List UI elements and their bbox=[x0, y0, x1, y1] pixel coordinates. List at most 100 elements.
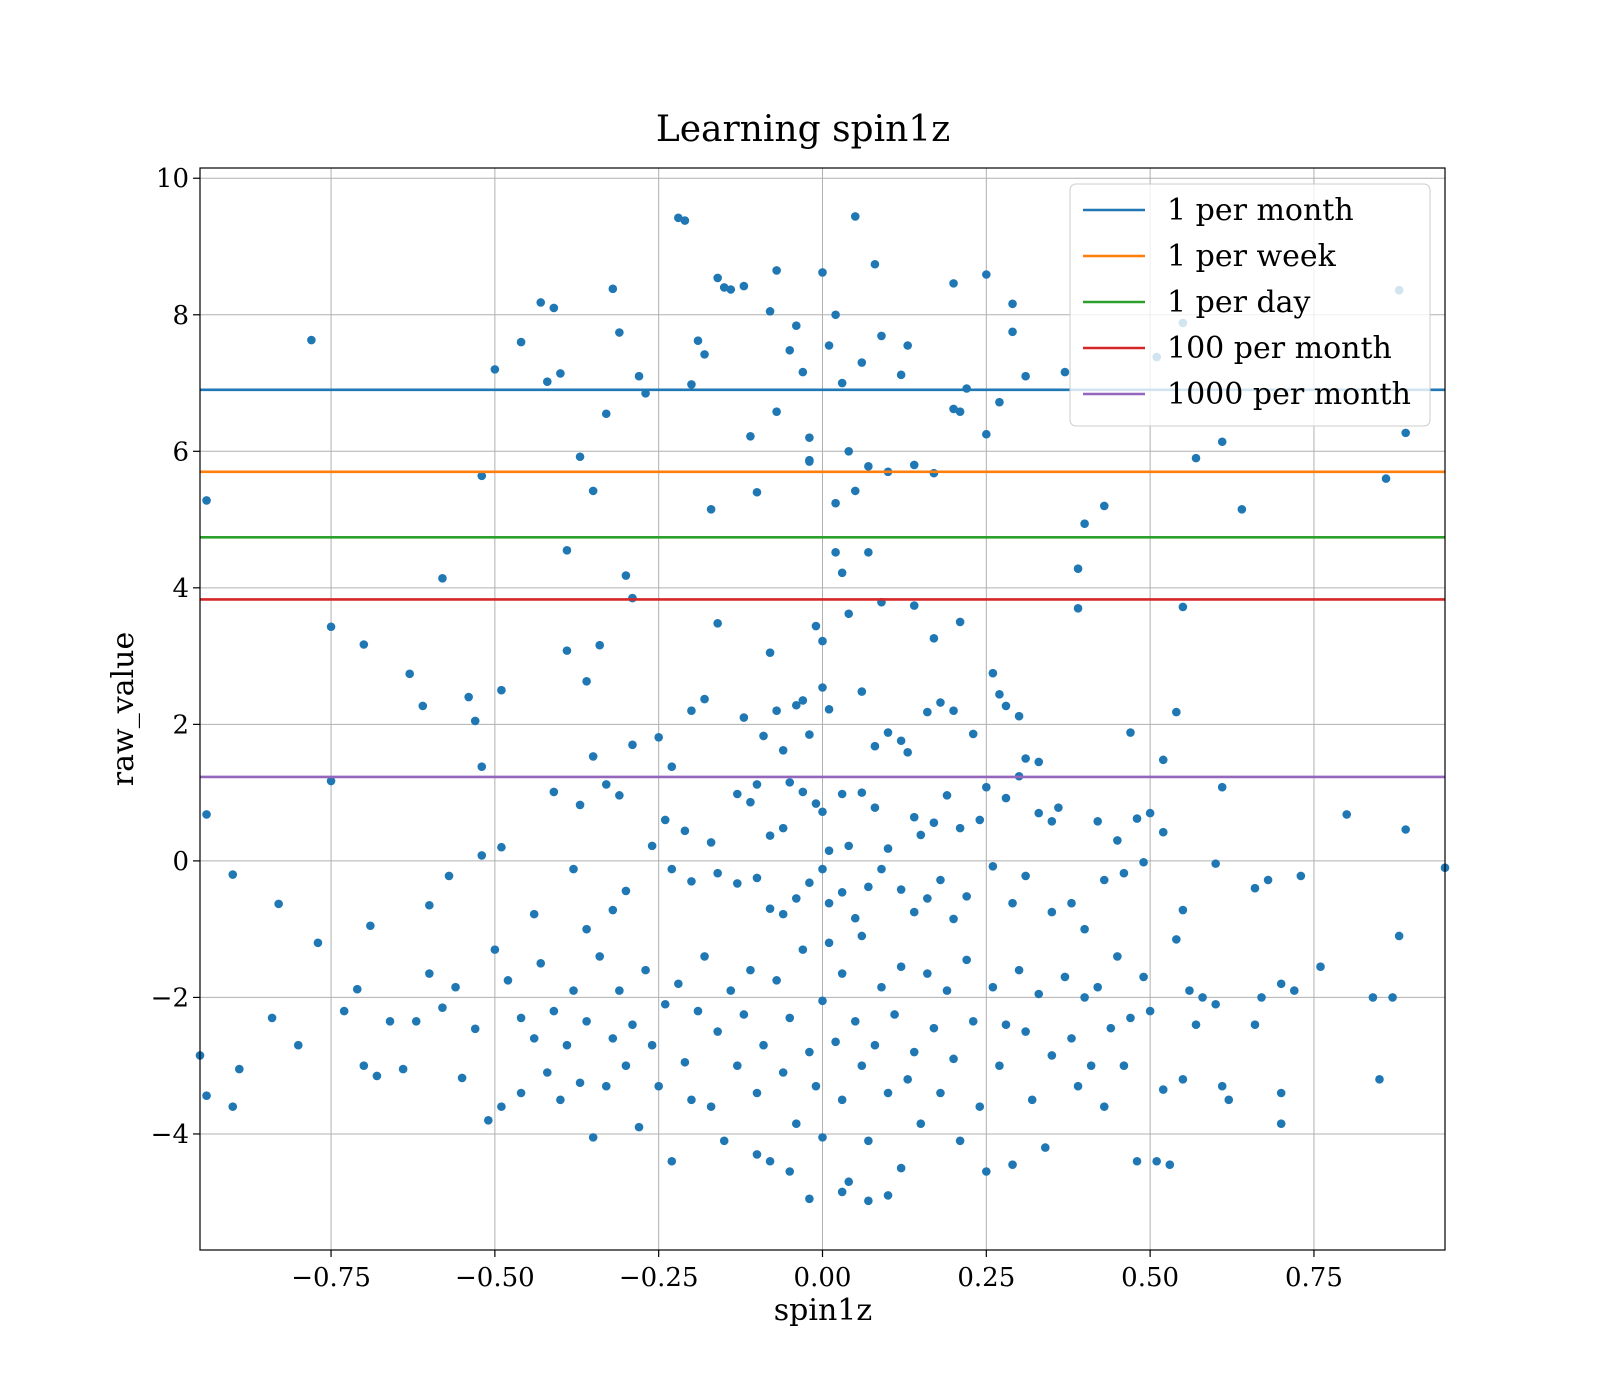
scatter-point bbox=[870, 741, 880, 751]
scatter-point bbox=[824, 898, 834, 908]
legend-label: 1000 per month bbox=[1167, 377, 1411, 412]
scatter-point bbox=[785, 1013, 795, 1023]
scatter-point bbox=[307, 335, 316, 345]
scatter-point bbox=[536, 958, 546, 968]
scatter-point bbox=[877, 982, 886, 992]
y-tick-label: 10 bbox=[156, 164, 189, 194]
scatter-point bbox=[438, 573, 447, 583]
scatter-point bbox=[719, 283, 729, 292]
scatter-point bbox=[1381, 474, 1391, 483]
scatter-point bbox=[202, 1091, 211, 1101]
y-tick-label: −2 bbox=[151, 983, 189, 1013]
scatter-point bbox=[326, 776, 336, 786]
y-ticks: −4 −2 0 2 4 6 8 10 bbox=[151, 164, 200, 1150]
scatter-point bbox=[791, 1119, 801, 1129]
scatter-point bbox=[726, 285, 736, 294]
scatter-point bbox=[667, 864, 677, 874]
scatter-point bbox=[628, 740, 637, 750]
scatter-point bbox=[896, 885, 906, 894]
scatter-point bbox=[339, 1006, 349, 1016]
scatter-point bbox=[582, 677, 591, 686]
scatter-point bbox=[667, 1156, 677, 1166]
scatter-point bbox=[516, 1013, 526, 1023]
scatter-point bbox=[909, 460, 919, 470]
y-tick-label: 0 bbox=[172, 847, 189, 877]
scatter-point bbox=[1165, 1160, 1175, 1169]
scatter-point bbox=[785, 345, 795, 355]
scatter-point bbox=[733, 1061, 742, 1070]
scatter-point bbox=[909, 812, 919, 822]
scatter-point bbox=[883, 728, 893, 737]
scatter-point bbox=[949, 404, 958, 414]
scatter-point bbox=[1316, 962, 1325, 972]
scatter-point bbox=[1172, 935, 1181, 944]
scatter-point bbox=[818, 636, 827, 646]
scatter-point bbox=[1132, 1156, 1142, 1166]
scatter-point bbox=[202, 810, 211, 819]
scatter-point bbox=[713, 619, 722, 628]
scatter-point bbox=[562, 646, 572, 655]
scatter-point bbox=[765, 904, 775, 913]
scatter-point bbox=[903, 1075, 912, 1084]
scatter-point bbox=[785, 778, 795, 787]
scatter-point bbox=[837, 1095, 847, 1105]
scatter-point bbox=[719, 1136, 729, 1146]
scatter-point bbox=[890, 1010, 899, 1019]
scatter-point bbox=[326, 622, 336, 632]
scatter-point bbox=[988, 668, 998, 678]
scatter-point bbox=[949, 1054, 958, 1064]
scatter-point bbox=[837, 789, 847, 799]
scatter-point bbox=[470, 1024, 480, 1034]
scatter-point bbox=[1047, 907, 1057, 917]
scatter-point bbox=[601, 1081, 611, 1091]
scatter-point bbox=[359, 640, 369, 649]
scatter-point bbox=[968, 729, 978, 739]
scatter-point bbox=[752, 1088, 762, 1098]
scatter-point bbox=[936, 875, 945, 885]
scatter-point bbox=[706, 505, 716, 514]
scatter-point bbox=[837, 568, 847, 578]
scatter-point bbox=[824, 846, 834, 855]
scatter-point bbox=[949, 279, 958, 288]
legend-label: 1 per month bbox=[1167, 193, 1354, 228]
scatter-point bbox=[1008, 898, 1017, 908]
scatter-point bbox=[1152, 1156, 1161, 1166]
scatter-point bbox=[752, 873, 762, 883]
scatter-point bbox=[805, 730, 814, 739]
scatter-point bbox=[411, 1017, 421, 1026]
scatter-point bbox=[1034, 808, 1044, 818]
scatter-point bbox=[877, 864, 886, 874]
scatter-point bbox=[1060, 367, 1070, 377]
scatter-point bbox=[949, 706, 958, 716]
scatter-point bbox=[995, 690, 1004, 699]
scatter-point bbox=[818, 1133, 827, 1142]
scatter-point bbox=[1191, 1020, 1201, 1030]
scatter-point bbox=[615, 791, 624, 800]
scatter-point bbox=[621, 571, 631, 580]
scatter-point bbox=[916, 830, 926, 840]
scatter-point bbox=[1375, 1075, 1384, 1084]
scatter-point bbox=[733, 789, 742, 799]
scatter-point bbox=[477, 851, 487, 860]
scatter-point bbox=[837, 1187, 847, 1197]
scatter-point bbox=[1119, 1061, 1129, 1070]
scatter-point bbox=[418, 701, 428, 711]
scatter-point bbox=[693, 336, 703, 346]
scatter-point bbox=[647, 1040, 657, 1050]
scatter-point bbox=[542, 377, 552, 386]
scatter-point bbox=[962, 384, 971, 393]
scatter-point bbox=[837, 969, 847, 978]
scatter-point bbox=[634, 1122, 644, 1132]
scatter-point bbox=[962, 955, 971, 965]
scatter-point bbox=[752, 1150, 762, 1159]
scatter-point bbox=[857, 358, 867, 367]
scatter-point bbox=[536, 298, 546, 307]
scatter-point bbox=[674, 213, 683, 223]
scatter-point bbox=[955, 1136, 965, 1146]
scatter-point bbox=[1263, 875, 1273, 885]
scatter-point bbox=[444, 871, 454, 881]
y-tick-label: 2 bbox=[172, 710, 189, 740]
scatter-point bbox=[844, 446, 854, 456]
scatter-point bbox=[1021, 871, 1030, 881]
